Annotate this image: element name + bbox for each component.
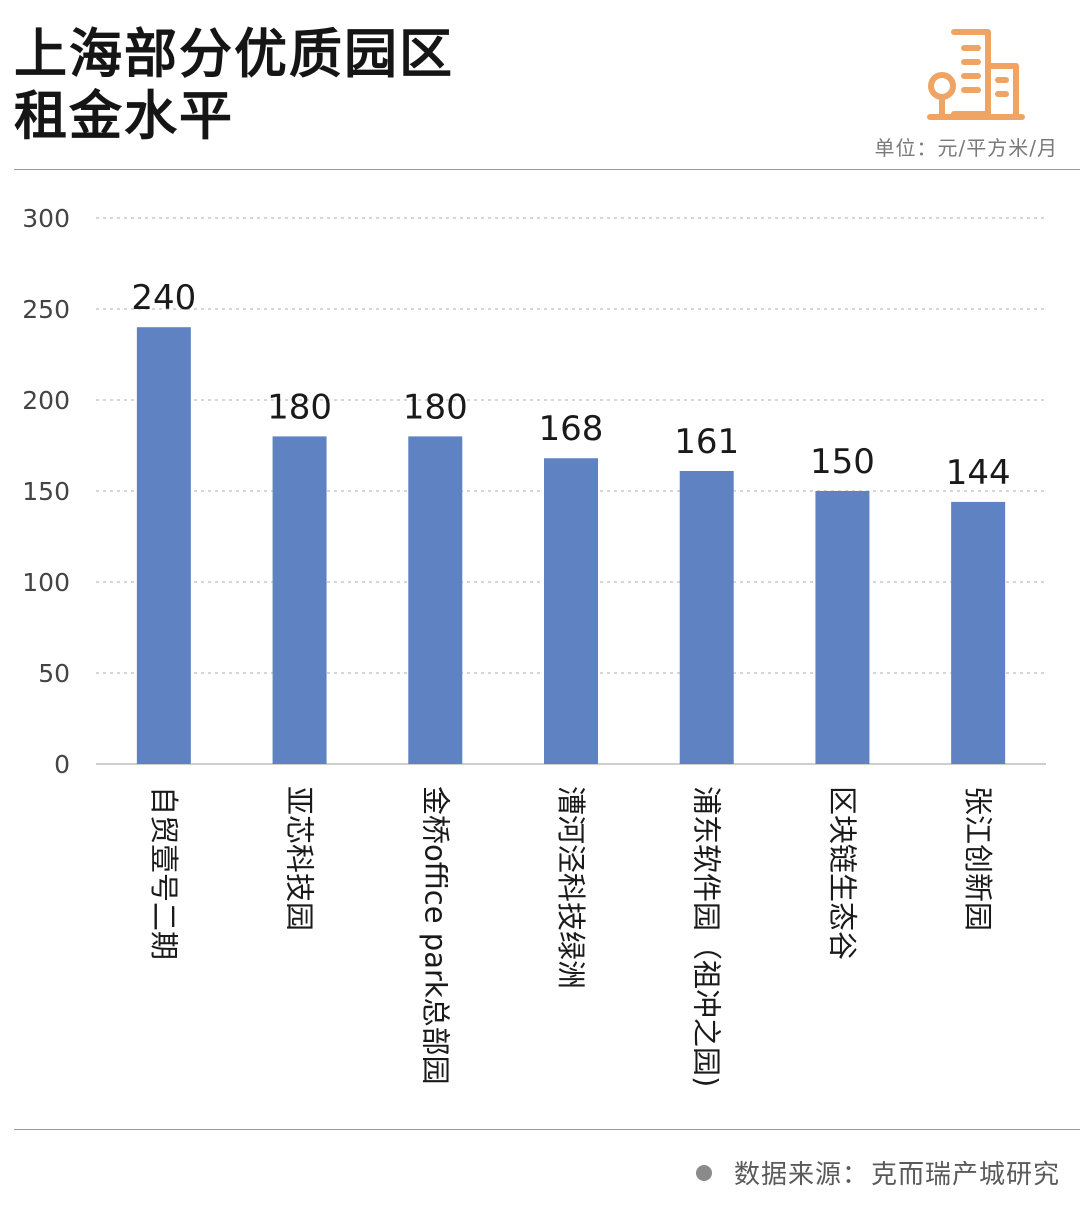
x-tick-label: 亚芯科技园 bbox=[283, 786, 317, 931]
bar bbox=[544, 458, 598, 764]
bar bbox=[272, 436, 327, 764]
bar bbox=[815, 491, 870, 764]
bar bbox=[679, 470, 734, 764]
title-line-2: 租金水平 bbox=[14, 86, 234, 147]
building-icon bbox=[927, 29, 1025, 120]
y-tick-label: 300 bbox=[22, 204, 70, 233]
x-tick-label: 浦东软件园（祖冲之园) bbox=[690, 786, 724, 1087]
bar bbox=[136, 327, 191, 764]
y-tick-label: 200 bbox=[22, 386, 70, 415]
unit-label: 单位：元/平方米/月 bbox=[874, 136, 1058, 160]
data-label: 180 bbox=[267, 387, 332, 427]
x-tick-label: 张江创新园 bbox=[961, 786, 995, 931]
source-label: 数据来源： bbox=[733, 1160, 869, 1190]
y-tick-label: 150 bbox=[22, 477, 70, 506]
bar bbox=[951, 501, 1006, 764]
bar-chart: 0 50 100 150 200 250 300 240 自贸壹号二期 180 亚芯科技园 180 金桥… bbox=[22, 204, 1046, 1087]
data-label: 161 bbox=[674, 422, 739, 462]
source-note: 数据来源： 克而瑞产城研究 bbox=[695, 1154, 1060, 1191]
bullet-dot bbox=[695, 1164, 712, 1181]
x-tick-label: 金桥office park总部园 bbox=[418, 786, 452, 1085]
bottom-divider bbox=[14, 1129, 1080, 1130]
source-value: 克而瑞产城研究 bbox=[870, 1160, 1060, 1190]
data-label: 144 bbox=[946, 453, 1011, 493]
title-line-1: 上海部分优质园区 bbox=[14, 24, 454, 85]
x-tick-label: 漕河泾科技绿洲 bbox=[554, 786, 588, 989]
data-label: 150 bbox=[810, 442, 875, 482]
x-tick-label: 区块链生态谷 bbox=[825, 786, 859, 960]
data-label: 180 bbox=[403, 387, 468, 427]
y-tick-label: 250 bbox=[22, 295, 70, 324]
y-tick-label: 100 bbox=[22, 568, 70, 597]
y-tick-label: 0 bbox=[54, 750, 70, 779]
x-tick-label: 自贸壹号二期 bbox=[147, 786, 181, 960]
top-divider bbox=[14, 169, 1080, 170]
bar bbox=[408, 436, 463, 764]
data-label: 240 bbox=[131, 278, 196, 318]
data-label: 168 bbox=[539, 409, 604, 449]
chart-title: 上海部分优质园区 租金水平 bbox=[14, 24, 654, 148]
y-tick-label: 50 bbox=[38, 659, 70, 688]
